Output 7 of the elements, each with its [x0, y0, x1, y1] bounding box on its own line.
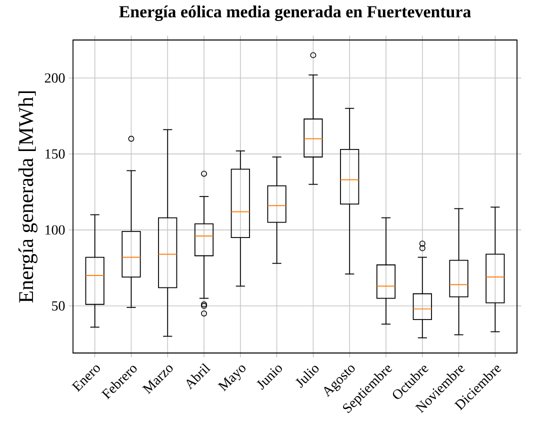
y-tick-label: 100	[46, 225, 65, 235]
y-tick-label: 200	[44, 73, 65, 83]
y-axis-title: Energía generada [MWh]	[18, 91, 38, 303]
y-tick-label: 50	[52, 301, 65, 311]
x-tick-label: Julio	[296, 366, 319, 388]
chart-title: Energía eólica media generada en Fuerteventura	[119, 6, 471, 22]
y-tick-label: 150	[46, 149, 65, 159]
